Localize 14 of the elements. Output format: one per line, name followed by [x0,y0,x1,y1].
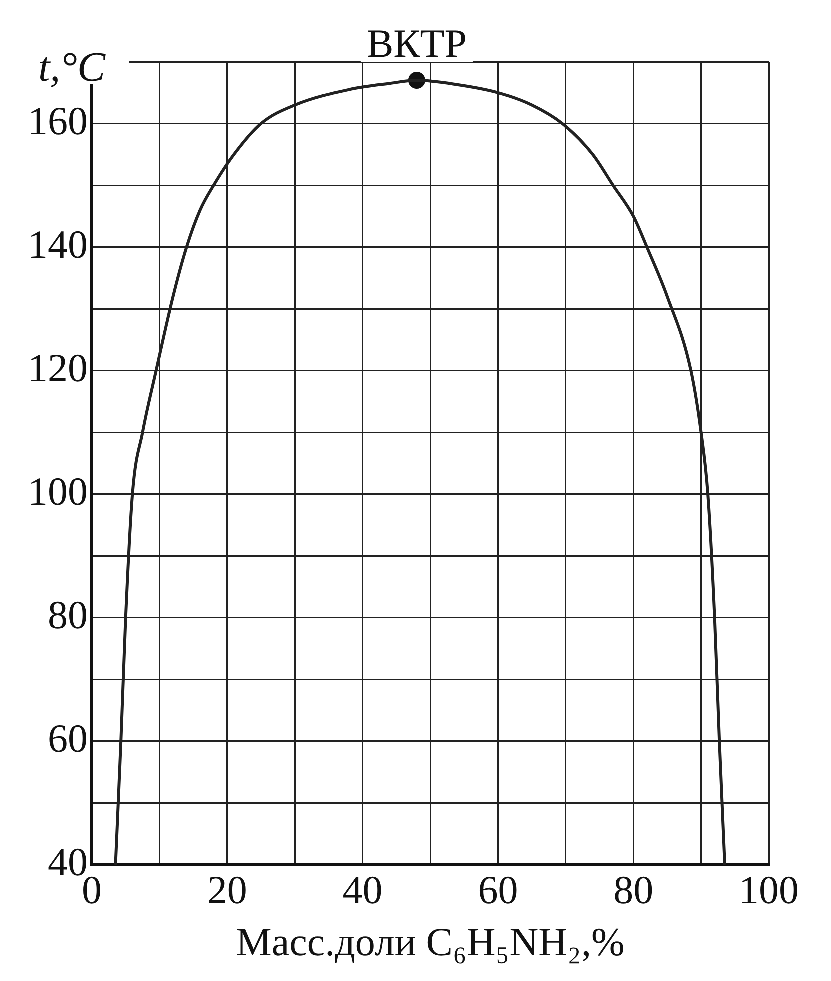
y-tick-label: 100 [28,468,88,514]
y-axis-title: t,°C [38,45,106,92]
x-tick-label: 40 [342,868,383,912]
y-tick-label: 160 [28,98,88,144]
y-tick-label: 60 [48,716,88,761]
x-tick-label: 60 [478,868,518,912]
y-tick-label: 140 [28,222,88,267]
x-tick-label: 100 [739,868,799,912]
x-axis-title: Масс.доли C₆H₅NH₂,% [236,920,625,964]
annotation: ВКТР [366,21,467,66]
y-tick-label: 120 [28,345,88,390]
x-tick-label: 20 [207,868,248,912]
y-tick-label: 80 [48,592,88,638]
x-tick-label: 80 [614,868,654,912]
